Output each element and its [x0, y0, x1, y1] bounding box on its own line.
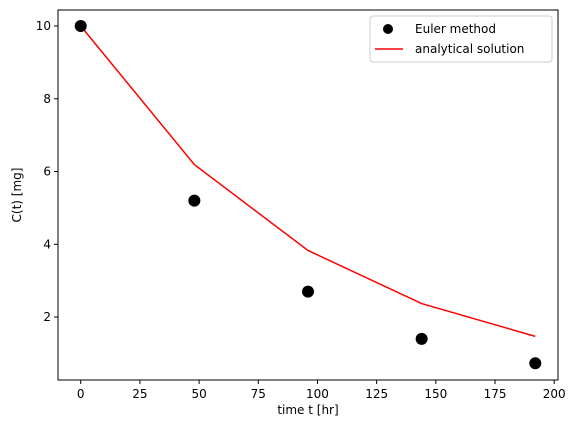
- plot-frame: [57, 9, 559, 381]
- legend-label-euler: Euler method: [415, 22, 496, 36]
- x-tick-label: 175: [484, 387, 507, 401]
- x-tick-label: 75: [251, 387, 266, 401]
- x-tick-label: 25: [132, 387, 147, 401]
- euler-point: [188, 194, 201, 207]
- series-layer: [74, 20, 542, 370]
- y-tick-label: 8: [43, 92, 51, 106]
- euler-point: [74, 20, 87, 33]
- y-tick-label: 4: [43, 237, 51, 251]
- x-tick-label: 200: [543, 387, 566, 401]
- legend: Euler method analytical solution: [369, 15, 553, 63]
- legend-label-analytical: analytical solution: [415, 42, 524, 56]
- euler-point: [529, 357, 542, 370]
- legend-marker-euler: [383, 24, 393, 34]
- y-axis-label: C(t) [mg]: [10, 168, 24, 223]
- x-tick-label: 50: [191, 387, 206, 401]
- euler-point: [302, 285, 314, 298]
- y-tick-label: 6: [43, 165, 51, 179]
- y-tick-label: 2: [43, 310, 51, 324]
- y-tick-label: 10: [36, 19, 51, 33]
- x-tick-label: 125: [365, 387, 388, 401]
- x-tick-label: 100: [306, 387, 329, 401]
- x-axis-ticks: 0 25 50 75 100 125 150 175 200: [77, 380, 566, 401]
- legend-box: [369, 15, 553, 63]
- euler-point: [415, 332, 428, 345]
- y-axis-ticks: 2 4 6 8 10: [36, 19, 58, 324]
- x-axis-label: time t [hr]: [277, 403, 338, 417]
- x-tick-label: 150: [424, 387, 447, 401]
- series-line-analytical: [80, 25, 536, 338]
- x-tick-label: 0: [77, 387, 85, 401]
